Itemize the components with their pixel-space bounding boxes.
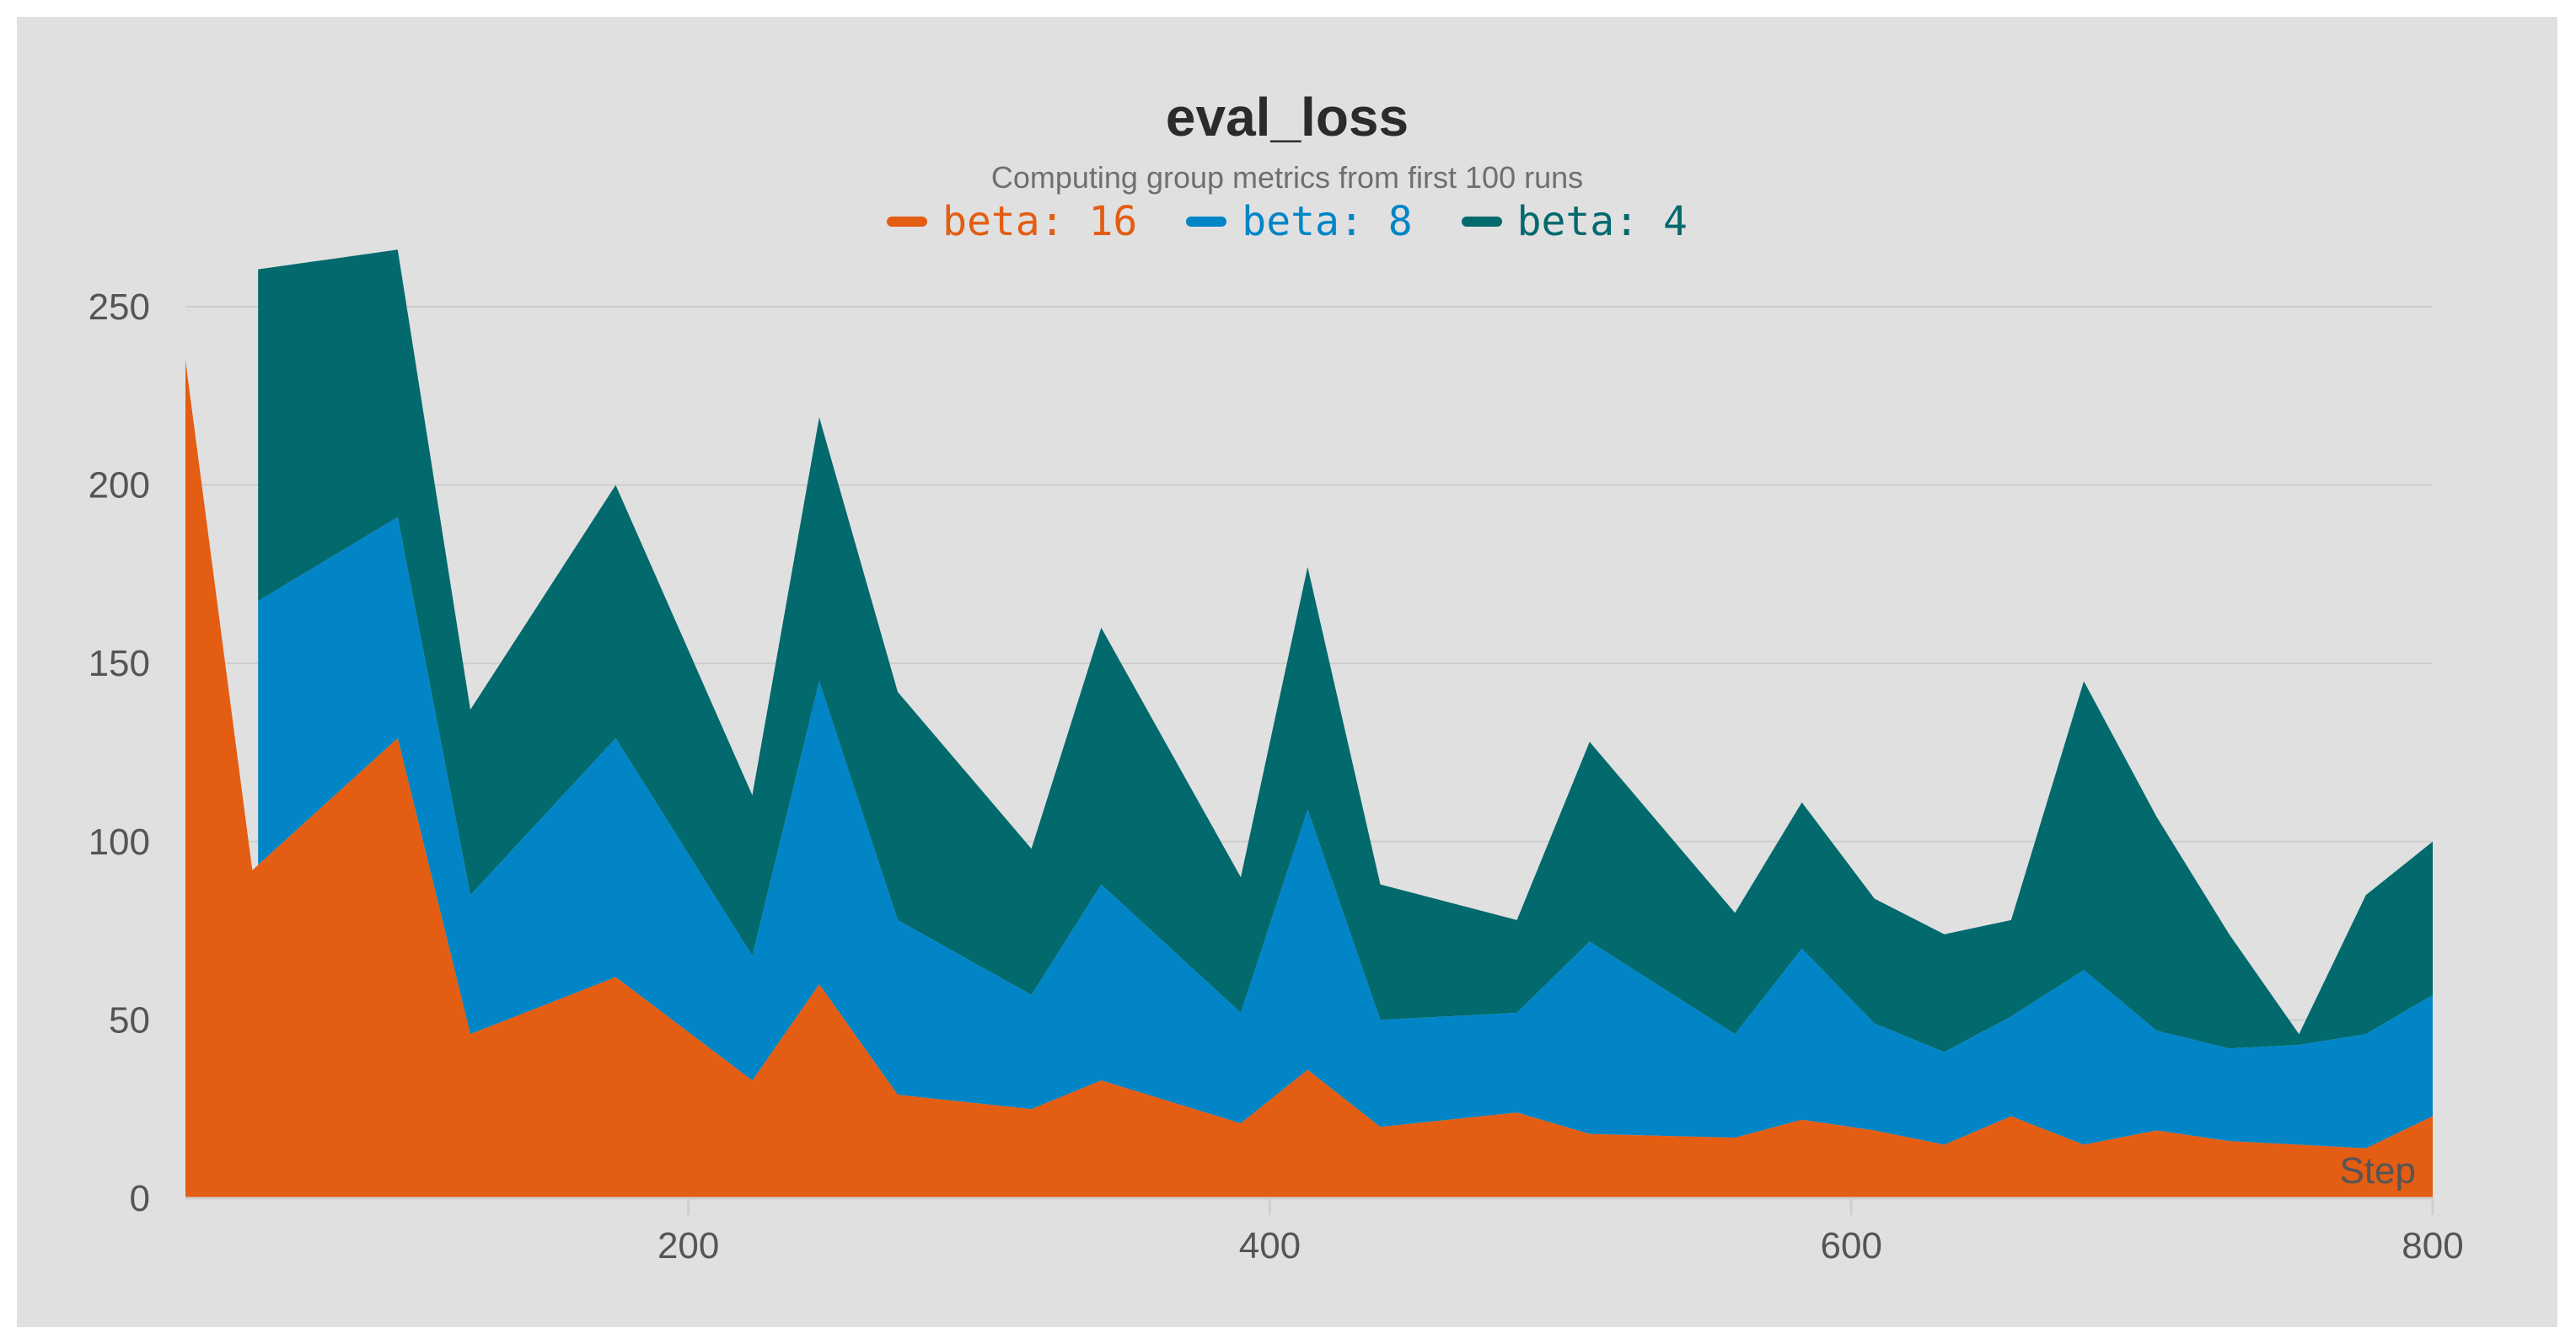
legend-swatch — [1186, 217, 1227, 227]
chart-panel: eval_loss Computing group metrics from f… — [17, 17, 2557, 1327]
chart-canvas: 200 400 600 800 0 50 100 150 200 250 Step — [89, 249, 2464, 1266]
x-tick-label: 200 — [657, 1225, 719, 1266]
legend-label: beta: 8 — [1242, 198, 1413, 245]
y-tick-label: 200 — [89, 465, 150, 506]
y-tick-label: 150 — [89, 643, 150, 684]
x-tick-label: 800 — [2402, 1225, 2463, 1266]
x-tick-label: 400 — [1239, 1225, 1301, 1266]
y-tick-label: 100 — [89, 822, 150, 863]
legend-item-beta-4[interactable]: beta: 4 — [1461, 198, 1688, 245]
series-area-beta-8 — [258, 517, 2434, 1149]
series-area-beta-4 — [258, 249, 2434, 1052]
x-axis-label: Step — [2339, 1150, 2416, 1191]
legend-label: beta: 4 — [1516, 198, 1688, 245]
y-tick-label: 0 — [130, 1178, 150, 1219]
chart-legend: beta: 16 beta: 8 beta: 4 — [17, 198, 2557, 245]
x-tick-label: 600 — [1821, 1225, 1882, 1266]
y-tick-label: 50 — [109, 999, 150, 1041]
y-tick-label: 250 — [89, 286, 150, 328]
chart-subtitle: Computing group metrics from first 100 r… — [990, 160, 1584, 195]
legend-swatch — [1461, 217, 1502, 227]
legend-item-beta-8[interactable]: beta: 8 — [1186, 198, 1413, 245]
series-area-beta-16 — [185, 360, 2433, 1198]
legend-item-beta-16[interactable]: beta: 16 — [887, 198, 1137, 245]
legend-swatch — [887, 217, 928, 227]
chart-title: eval_loss — [1165, 87, 1409, 147]
legend-label: beta: 16 — [942, 198, 1138, 245]
